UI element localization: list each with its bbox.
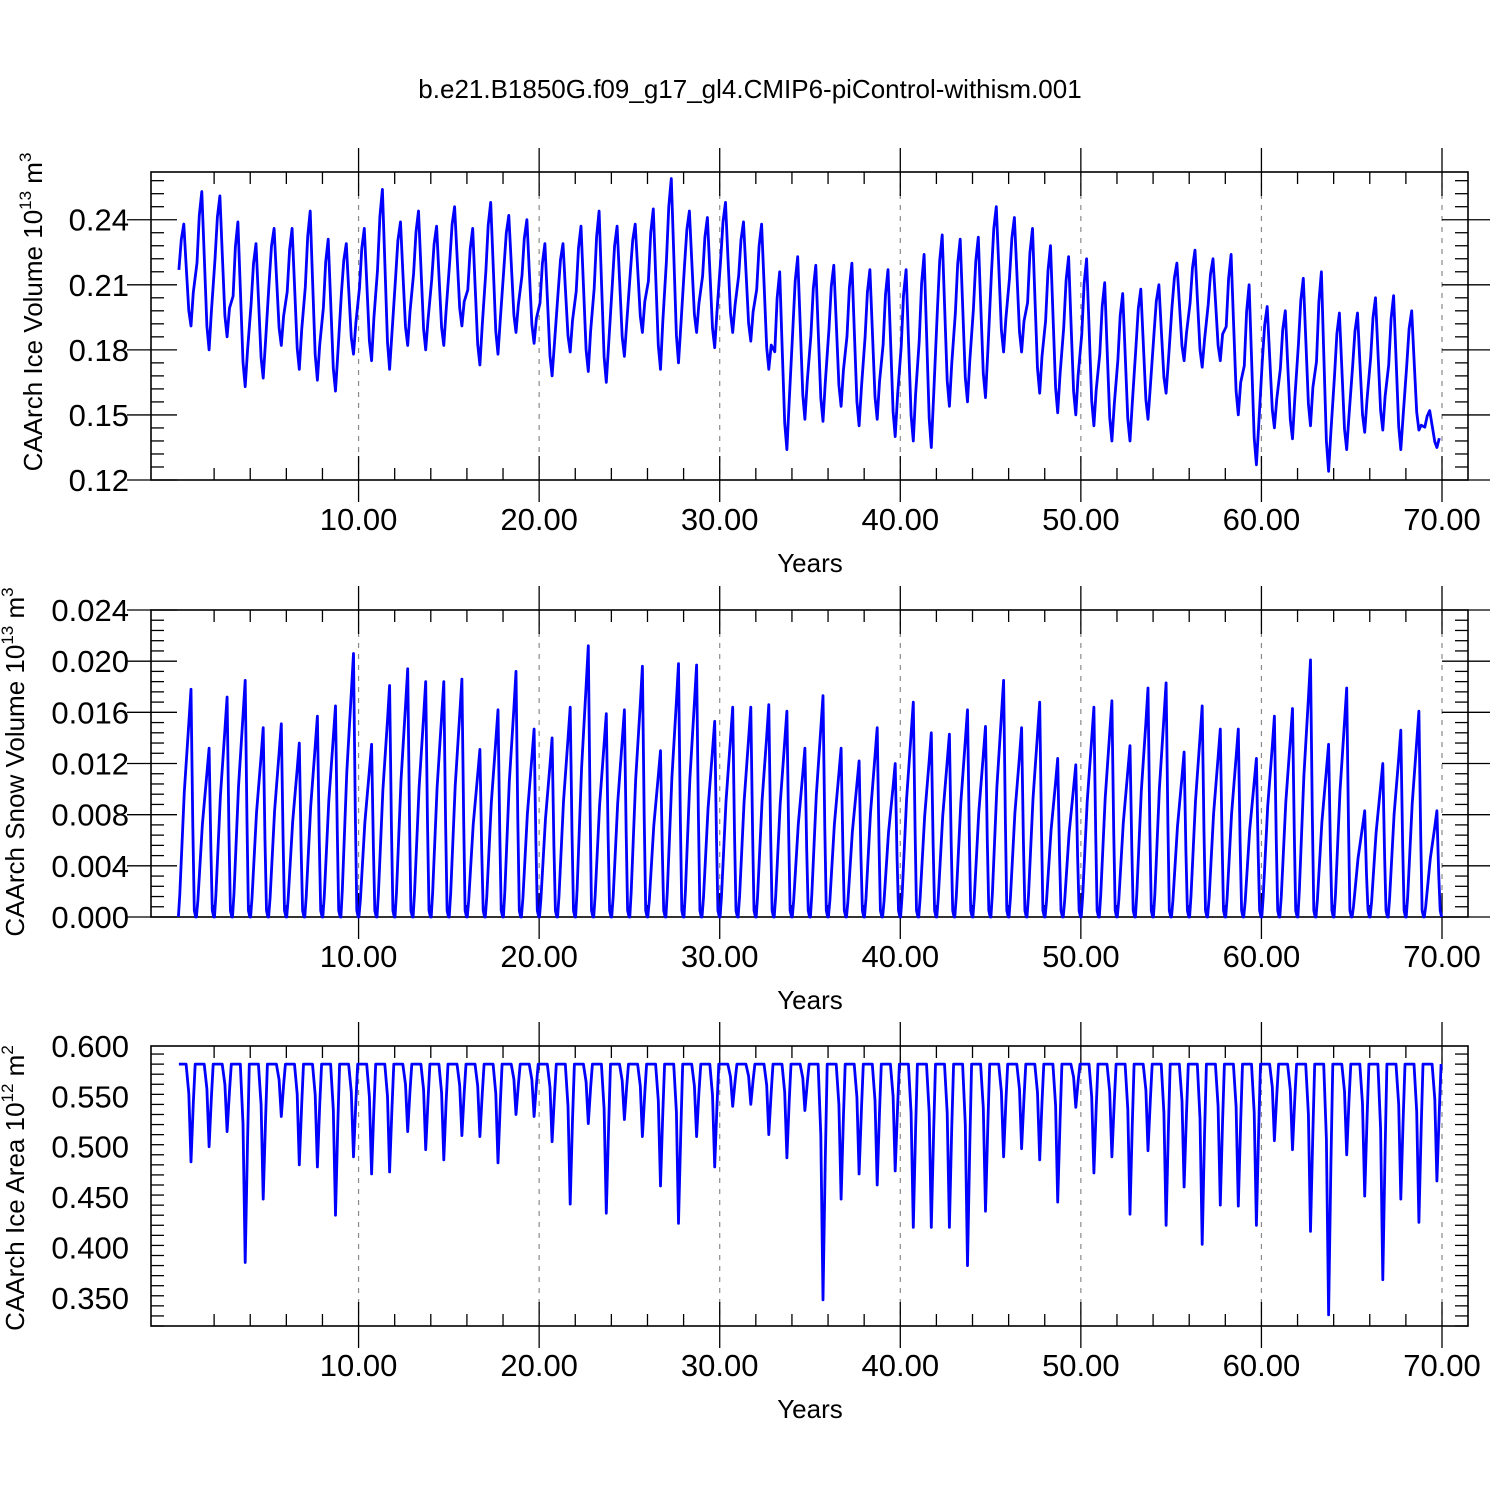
x-axis-label: Years (777, 1394, 843, 1424)
x-tick-label: 70.00 (1403, 1348, 1481, 1383)
series-line (178, 1062, 1443, 1317)
x-tick-label: 40.00 (861, 939, 939, 974)
y-tick-label: 0.024 (51, 593, 129, 628)
x-tick-label: 30.00 (681, 1348, 759, 1383)
y-axis-label: CAArch Snow Volume 1013 m3 (0, 587, 30, 936)
x-tick-label: 20.00 (500, 939, 578, 974)
y-tick-label: 0.004 (51, 849, 129, 884)
x-tick-label: 20.00 (500, 1348, 578, 1383)
x-tick-label: 10.00 (320, 502, 398, 537)
y-tick-label: 0.016 (51, 695, 129, 730)
x-tick-label: 70.00 (1403, 939, 1481, 974)
y-tick-label: 0.350 (51, 1281, 129, 1316)
y-axis-label: CAArch Ice Volume 1013 m3 (16, 153, 48, 472)
x-tick-label: 50.00 (1042, 1348, 1120, 1383)
x-tick-label: 40.00 (861, 1348, 939, 1383)
y-axis-label: CAArch Ice Area 1012 m2 (0, 1045, 30, 1331)
y-tick-label: 0.24 (69, 203, 129, 238)
series-line (177, 177, 1441, 473)
x-tick-label: 50.00 (1042, 502, 1120, 537)
x-tick-label: 70.00 (1403, 502, 1481, 537)
x-tick-label: 10.00 (320, 1348, 398, 1383)
y-tick-label: 0.012 (51, 747, 129, 782)
y-tick-label: 0.500 (51, 1130, 129, 1165)
panel-2: 10.00 20.00 30.00 40.00 50.00 60.00 70.00 0.000… (0, 586, 1490, 1015)
y-tick-label: 0.550 (51, 1079, 129, 1114)
panels: 10.00 20.00 30.00 40.00 50.00 60.00 70.00 0.12 0… (0, 148, 1490, 1424)
y-tick-label: 0.600 (51, 1029, 129, 1064)
series-line (177, 644, 1443, 919)
y-tick-label: 0.008 (51, 798, 129, 833)
y-tick-label: 0.000 (51, 900, 129, 935)
x-tick-label: 50.00 (1042, 939, 1120, 974)
y-tick-label: 0.15 (69, 398, 129, 433)
x-tick-label: 20.00 (500, 502, 578, 537)
x-tick-label: 60.00 (1223, 502, 1301, 537)
y-tick-label: 0.12 (69, 463, 129, 498)
y-tick-label: 0.21 (69, 268, 129, 303)
x-tick-label: 60.00 (1223, 939, 1301, 974)
panel-1: 10.00 20.00 30.00 40.00 50.00 60.00 70.00 0.12 0… (16, 148, 1490, 578)
plot-frame (150, 171, 1469, 481)
x-axis-label: Years (777, 548, 843, 578)
y-tick-label: 0.020 (51, 644, 129, 679)
figure-title: b.e21.B1850G.f09_g17_gl4.CMIP6-piControl… (418, 74, 1081, 104)
x-tick-label: 40.00 (861, 502, 939, 537)
panel-3: 10.00 20.00 30.00 40.00 50.00 60.00 70.00 0.350… (0, 1022, 1481, 1424)
plot-frame (150, 1045, 1469, 1327)
y-tick-label: 0.18 (69, 333, 129, 368)
x-axis-label: Years (777, 985, 843, 1015)
x-tick-label: 30.00 (681, 502, 759, 537)
y-tick-label: 0.400 (51, 1230, 129, 1265)
x-tick-label: 60.00 (1223, 1348, 1301, 1383)
x-tick-label: 10.00 (320, 939, 398, 974)
y-tick-label: 0.450 (51, 1180, 129, 1215)
x-tick-label: 30.00 (681, 939, 759, 974)
